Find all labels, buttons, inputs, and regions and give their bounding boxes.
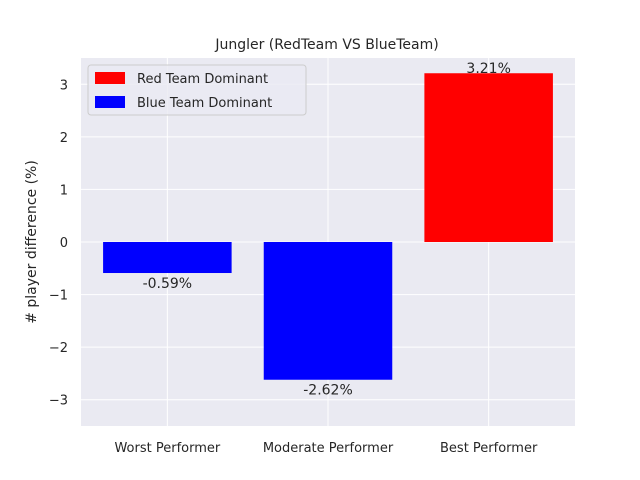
bar — [103, 242, 232, 274]
y-tick-label: 1 — [60, 183, 68, 198]
tick-labels: −3 −2 −1 0 1 2 3 Worst Performer Moderate Perfor… — [49, 78, 538, 456]
bar-data-label: -0.59% — [143, 276, 193, 292]
legend-swatch — [95, 72, 125, 84]
y-tick-label: −1 — [49, 289, 68, 304]
bar-data-label: -2.62% — [303, 383, 353, 399]
legend: Red Team Dominant Blue Team Dominant — [87, 64, 307, 116]
bar — [263, 242, 393, 380]
legend-entry-label: Red Team Dominant — [137, 72, 268, 87]
bars — [103, 73, 553, 380]
y-axis-label: # player difference (%) — [24, 160, 40, 324]
x-tick-label: Best Performer — [440, 441, 538, 456]
x-tick-label: Worst Performer — [114, 441, 220, 456]
legend-frame — [87, 64, 307, 116]
y-tick-label: 3 — [60, 78, 68, 93]
legend-entry-label: Blue Team Dominant — [137, 96, 272, 111]
bar-data-label: 3.21% — [466, 61, 510, 77]
y-tick-label: 2 — [60, 131, 68, 146]
chart-title: Jungler (RedTeam VS BlueTeam) — [214, 37, 438, 53]
y-tick-label: 0 — [60, 236, 68, 251]
legend-swatch — [95, 96, 125, 108]
y-tick-label: −3 — [49, 394, 68, 409]
x-tick-label: Moderate Performer — [263, 441, 394, 456]
bar — [424, 73, 553, 242]
data-labels: -0.59% -2.62% 3.21% — [143, 61, 511, 398]
y-tick-label: −2 — [49, 341, 68, 356]
